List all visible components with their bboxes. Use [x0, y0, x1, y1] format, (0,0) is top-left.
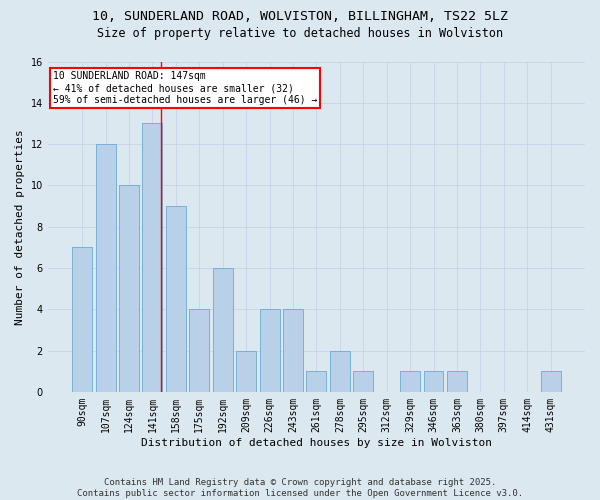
- Bar: [119, 186, 139, 392]
- Bar: [166, 206, 186, 392]
- Bar: [260, 309, 280, 392]
- Bar: [72, 248, 92, 392]
- Bar: [424, 371, 443, 392]
- Bar: [283, 309, 303, 392]
- Bar: [541, 371, 560, 392]
- Bar: [400, 371, 420, 392]
- Bar: [142, 124, 163, 392]
- X-axis label: Distribution of detached houses by size in Wolviston: Distribution of detached houses by size …: [141, 438, 492, 448]
- Bar: [213, 268, 233, 392]
- Text: Size of property relative to detached houses in Wolviston: Size of property relative to detached ho…: [97, 28, 503, 40]
- Bar: [353, 371, 373, 392]
- Text: 10 SUNDERLAND ROAD: 147sqm
← 41% of detached houses are smaller (32)
59% of semi: 10 SUNDERLAND ROAD: 147sqm ← 41% of deta…: [53, 72, 317, 104]
- Bar: [330, 350, 350, 392]
- Bar: [307, 371, 326, 392]
- Bar: [95, 144, 116, 392]
- Text: 10, SUNDERLAND ROAD, WOLVISTON, BILLINGHAM, TS22 5LZ: 10, SUNDERLAND ROAD, WOLVISTON, BILLINGH…: [92, 10, 508, 23]
- Bar: [236, 350, 256, 392]
- Y-axis label: Number of detached properties: Number of detached properties: [15, 129, 25, 324]
- Bar: [190, 309, 209, 392]
- Bar: [447, 371, 467, 392]
- Text: Contains HM Land Registry data © Crown copyright and database right 2025.
Contai: Contains HM Land Registry data © Crown c…: [77, 478, 523, 498]
